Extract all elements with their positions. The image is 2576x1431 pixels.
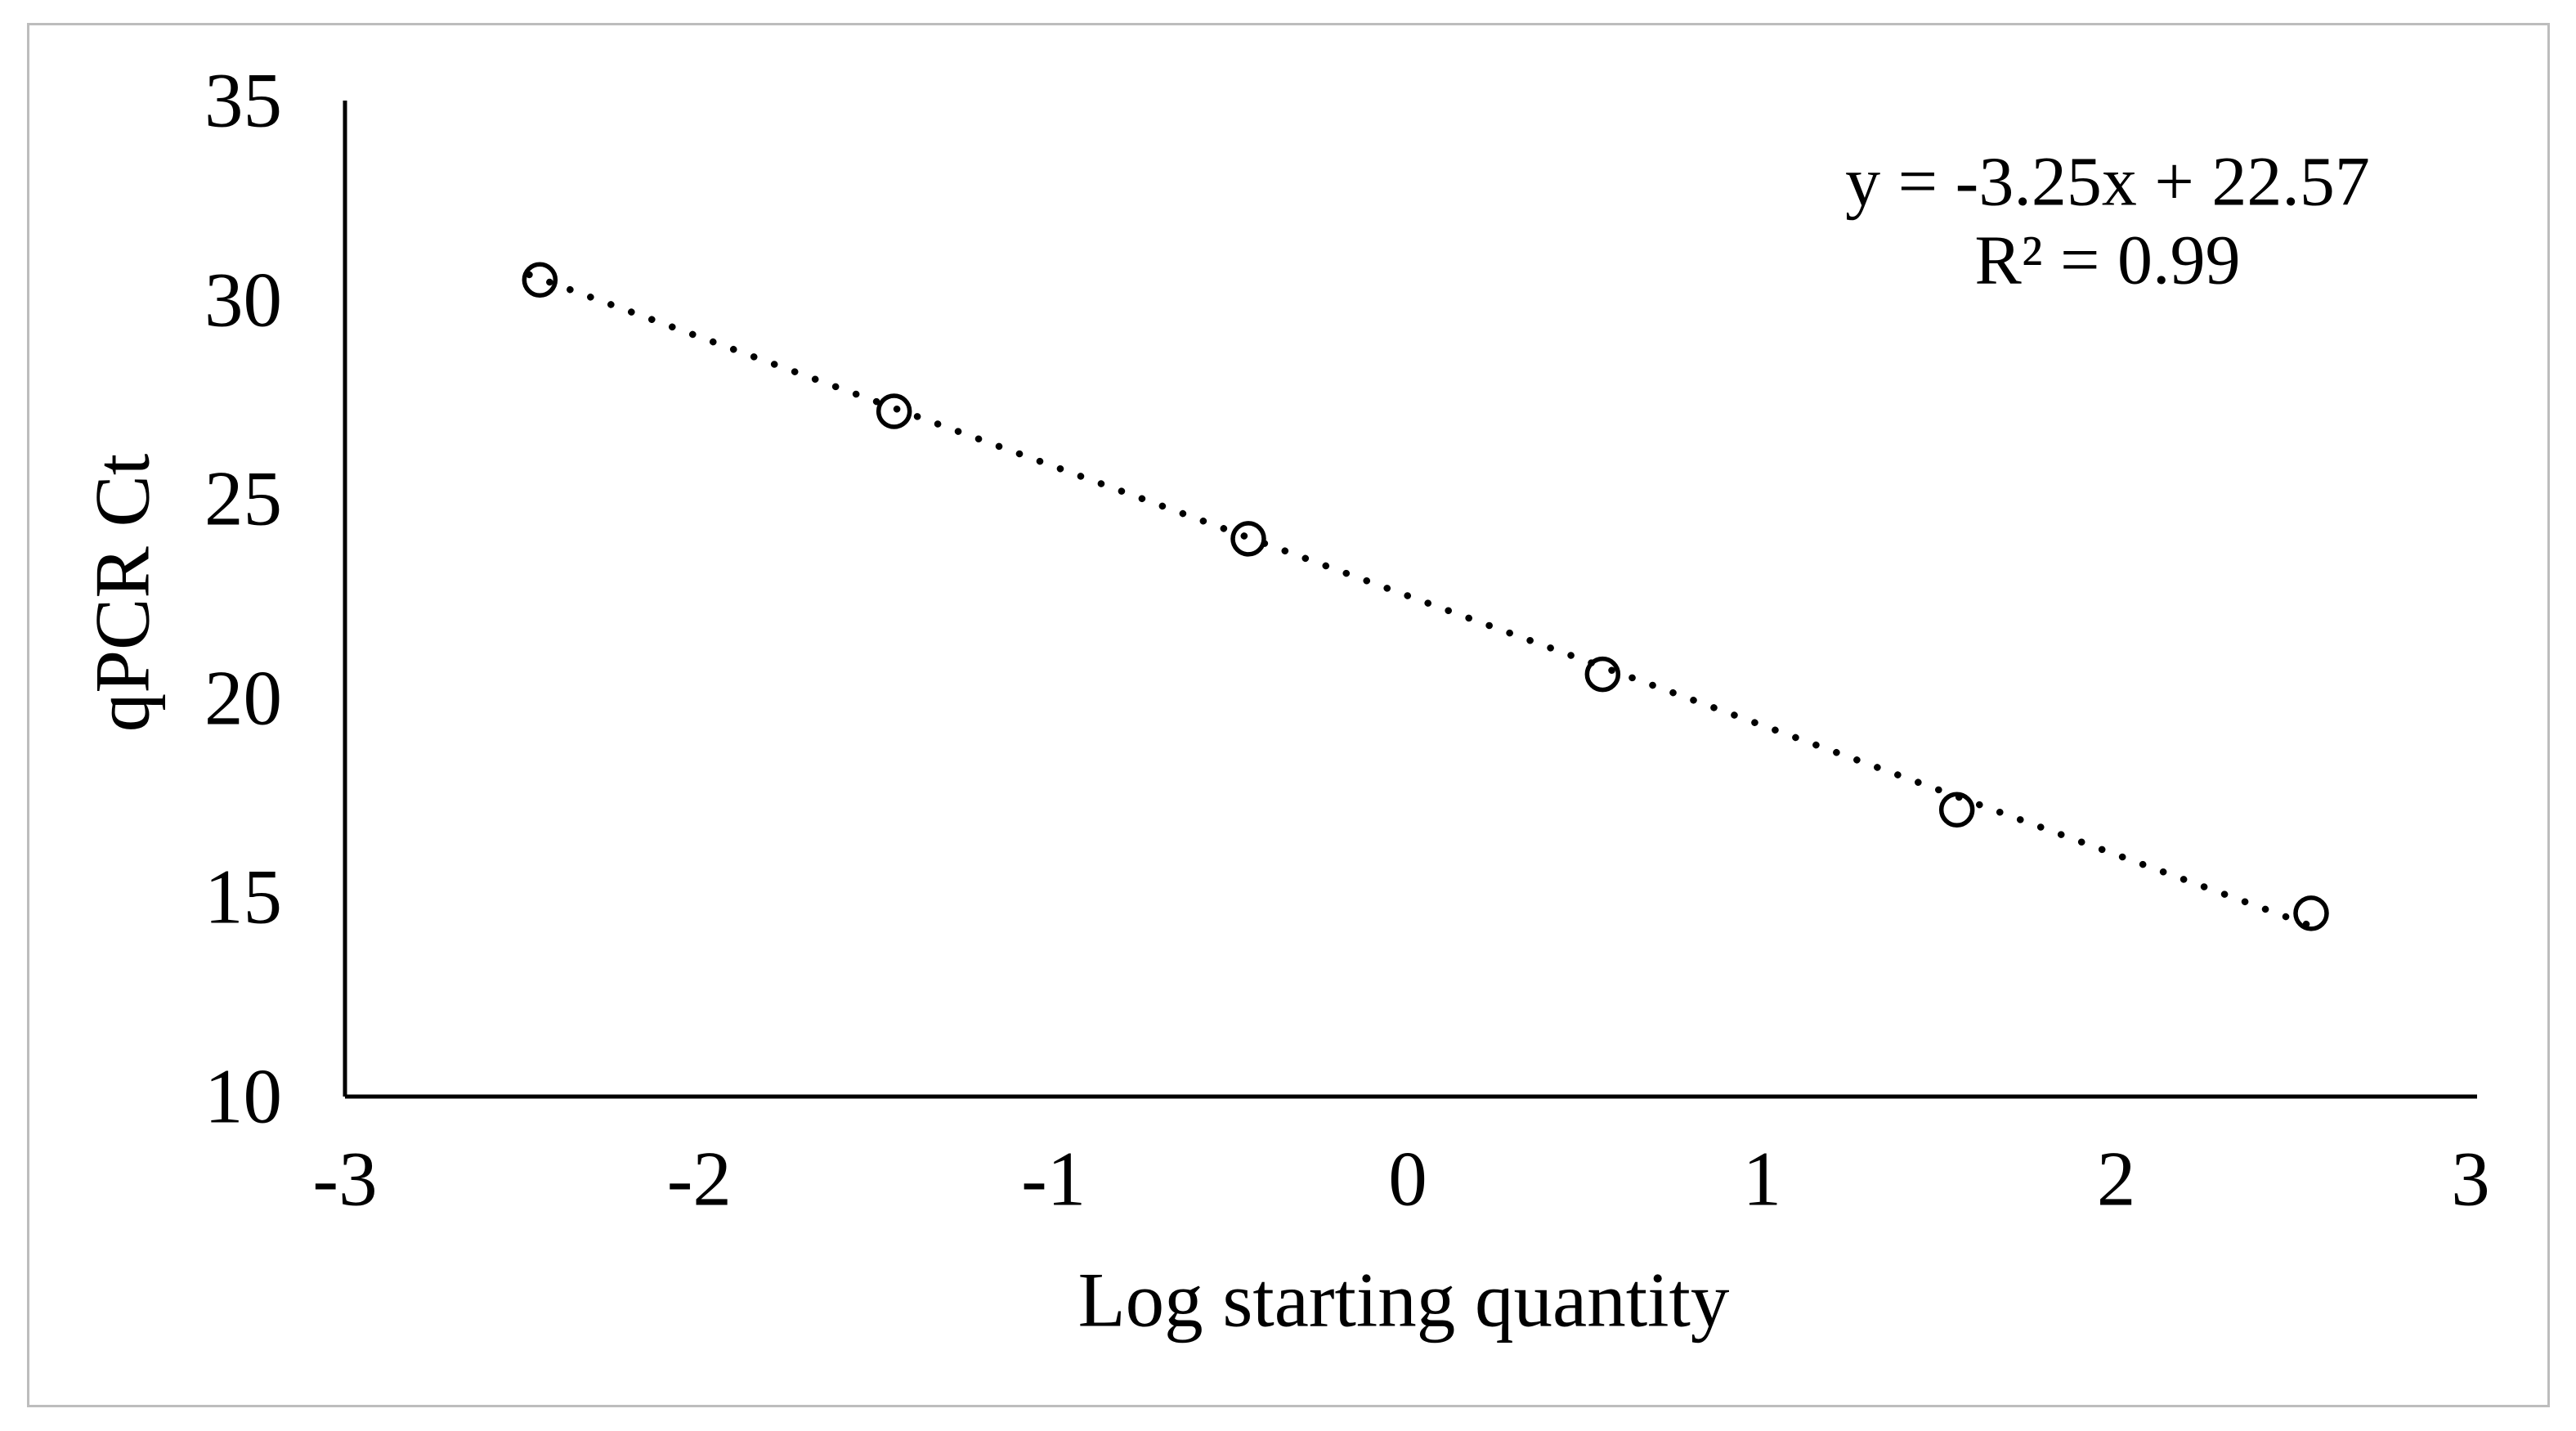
y-tick-label: 15 xyxy=(204,853,282,940)
x-tick-label: 1 xyxy=(1742,1135,1782,1222)
r-squared-line: R² = 0.99 xyxy=(1974,221,2241,299)
data-point-marker xyxy=(876,393,912,429)
figure-border xyxy=(27,23,2550,1407)
x-tick-label: -3 xyxy=(312,1135,378,1222)
x-tick-label: 3 xyxy=(2451,1135,2490,1222)
trendline-equation: y = -3.25x + 22.57 R² = 0.99 xyxy=(1845,142,2370,300)
y-tick-label: 35 xyxy=(204,56,282,144)
data-point-marker xyxy=(522,262,558,298)
y-tick-label: 20 xyxy=(204,654,282,742)
data-point-marker xyxy=(1938,792,1975,828)
data-point-marker xyxy=(1230,521,1266,557)
x-tick-label: -1 xyxy=(1021,1135,1086,1222)
x-tick-label: -2 xyxy=(666,1135,732,1222)
data-point-marker xyxy=(1584,656,1621,693)
y-tick-label: 30 xyxy=(204,256,282,343)
x-axis-title: Log starting quantity xyxy=(1077,1256,1730,1344)
equation-line: y = -3.25x + 22.57 xyxy=(1845,141,2370,221)
y-tick-label: 25 xyxy=(204,455,282,542)
x-tick-label: 2 xyxy=(2096,1135,2136,1222)
trendline xyxy=(526,271,2326,934)
x-tick-label: 0 xyxy=(1388,1135,1427,1222)
data-point-marker xyxy=(2293,895,2329,931)
y-axis-title: qPCR Ct xyxy=(78,453,166,733)
y-tick-label: 10 xyxy=(204,1052,282,1140)
